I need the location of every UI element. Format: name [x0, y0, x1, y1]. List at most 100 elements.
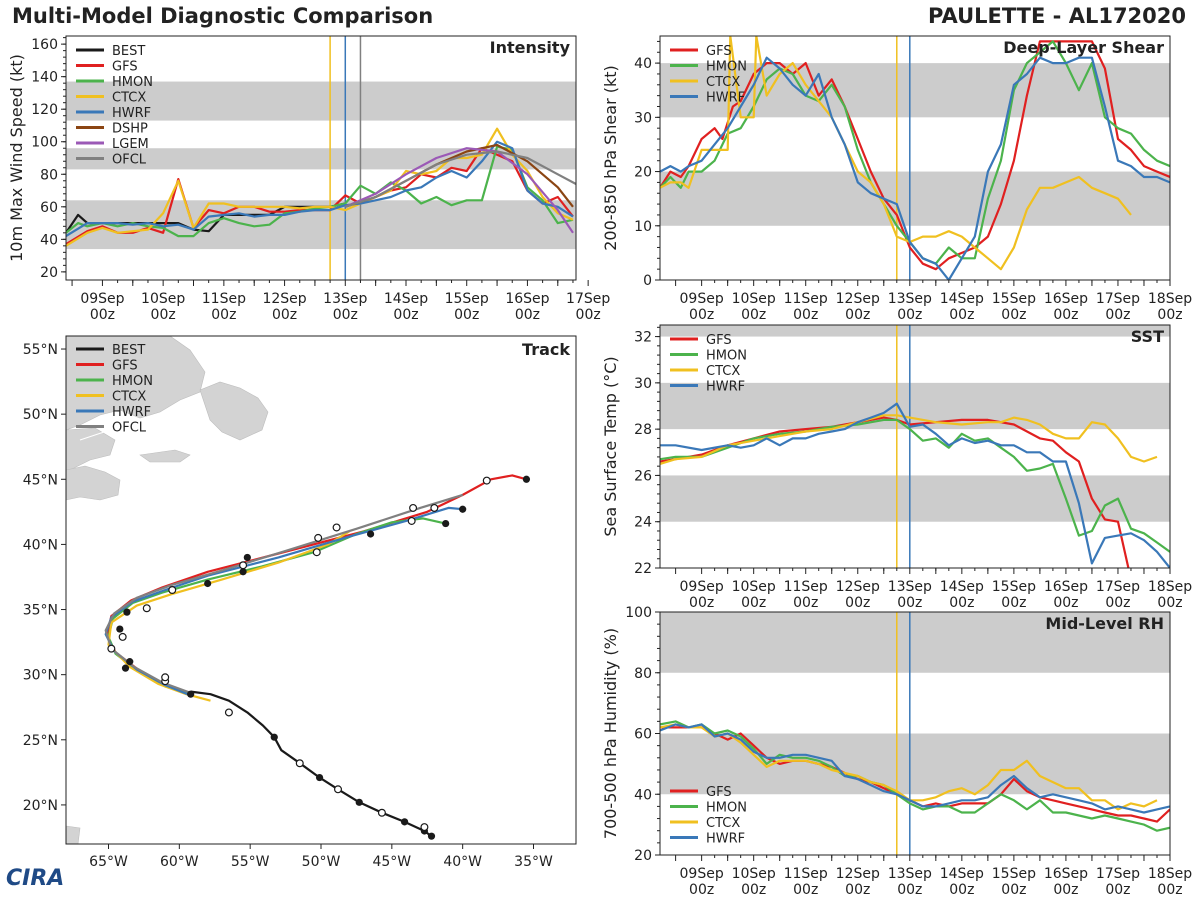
x-tick-label-date: 12Sep [836, 866, 880, 882]
panel-title: Intensity [490, 38, 571, 57]
x-tick-label-hour: 00z [454, 307, 479, 323]
x-tick-label-date: 14Sep [940, 866, 984, 882]
x-tick-label-date: 15Sep [992, 291, 1036, 307]
track-HMON [107, 517, 446, 696]
legend-label-CTCX: CTCX [706, 816, 740, 831]
track-marker-filled [427, 832, 436, 840]
y-tick-label: 100 [625, 605, 652, 621]
series-CTCX [66, 127, 574, 247]
x-tick-label: 60°W [160, 854, 199, 870]
panel-title: Track [522, 340, 570, 359]
track-marker-filled [459, 505, 467, 513]
x-tick-label-hour: 00z [1001, 595, 1026, 611]
x-tick-label-date: 12Sep [262, 291, 306, 307]
panel-sst: 22242628303209Sep00z10Sep00z11Sep00z12Se… [601, 324, 1192, 611]
x-tick-label-date: 09Sep [680, 866, 724, 882]
x-tick-label-date: 10Sep [732, 866, 776, 882]
legend-label-GFS: GFS [706, 785, 732, 800]
x-tick-label-date: 10Sep [732, 291, 776, 307]
y-tick-label: 20 [634, 165, 652, 181]
y-tick-label: 20 [634, 848, 652, 864]
y-tick-label: 28 [634, 422, 652, 438]
x-tick-label-date: 13Sep [323, 291, 367, 307]
y-tick-label: 30 [634, 110, 652, 126]
track-marker-filled [204, 579, 212, 588]
plot-area-rh [660, 612, 1170, 855]
x-tick-label-date: 13Sep [888, 291, 932, 307]
x-tick-label-hour: 00z [211, 307, 236, 323]
x-tick-label-hour: 00z [897, 882, 922, 898]
legend-label-OFCL: OFCL [112, 153, 147, 168]
track-HWRF [104, 506, 463, 697]
x-tick-label-date: 16Sep [1044, 866, 1088, 882]
x-tick-label-date: 13Sep [888, 579, 932, 595]
x-tick-label-hour: 00z [793, 595, 818, 611]
y-axis-label: 200-850 hPa Shear (kt) [601, 65, 620, 251]
x-tick-label-date: 11Sep [202, 291, 246, 307]
x-tick-label-date: 18Sep [1148, 866, 1192, 882]
track-marker-open [407, 516, 416, 525]
x-tick-label-date: 17Sep [1096, 579, 1140, 595]
figure-title: Multi-Model Diagnostic Comparison [12, 4, 434, 28]
legend-label-HMON: HMON [112, 75, 153, 90]
panel-title: SST [1131, 327, 1164, 346]
x-tick-label-date: 13Sep [888, 866, 932, 882]
x-tick-label-hour: 00z [741, 595, 766, 611]
x-tick-label-hour: 00z [897, 595, 922, 611]
x-tick-label-hour: 00z [689, 595, 714, 611]
y-tick-label: 32 [634, 330, 652, 346]
track-marker-filled [116, 625, 124, 633]
y-tick-label: 25°N [23, 733, 58, 749]
x-tick-label-date: 09Sep [680, 579, 724, 595]
track-marker-open [168, 585, 177, 594]
x-tick-label-hour: 00z [689, 882, 714, 898]
x-tick-label: 45°W [372, 854, 411, 870]
x-tick-label-date: 12Sep [836, 579, 880, 595]
x-tick-label-hour: 00z [1105, 307, 1130, 323]
x-tick-label-date: 14Sep [940, 291, 984, 307]
y-tick-label: 100 [31, 135, 58, 151]
y-tick-label: 40 [40, 232, 58, 248]
x-tick-label-date: 15Sep [992, 866, 1036, 882]
legend-label-CTCX: CTCX [706, 75, 740, 90]
y-tick-label: 120 [31, 102, 58, 118]
threshold-band [66, 81, 576, 121]
landmass [66, 465, 121, 501]
series-HWRF [660, 56, 1170, 280]
series-HMON [66, 145, 574, 238]
y-tick-label: 10 [634, 219, 652, 235]
panel-title: Mid-Level RH [1045, 614, 1164, 633]
x-tick-label-hour: 00z [90, 307, 115, 323]
x-tick-label-hour: 00z [1105, 595, 1130, 611]
landmass [139, 449, 191, 463]
track-marker-open [314, 533, 323, 542]
track-marker-open [295, 759, 304, 768]
x-tick-label-date: 15Sep [445, 291, 489, 307]
track-OFCL [104, 493, 464, 694]
x-tick-label: 40°W [443, 854, 482, 870]
x-tick-label-date: 16Sep [1044, 579, 1088, 595]
track-marker-filled [442, 519, 450, 528]
track-marker-filled [123, 608, 131, 616]
threshold-band [660, 612, 1170, 673]
border-line [79, 419, 166, 441]
plot-area-shear [660, 36, 1170, 280]
track-marker-open [430, 503, 439, 512]
track-marker-filled [400, 818, 409, 826]
series-GFS [660, 40, 1170, 271]
x-tick-label-hour: 00z [793, 307, 818, 323]
track-marker-filled [522, 475, 531, 483]
x-tick-label-date: 11Sep [784, 291, 828, 307]
legend-label-HMON: HMON [112, 374, 153, 389]
track-marker-open [107, 644, 116, 653]
track-marker-filled [366, 530, 375, 538]
track-marker-filled [315, 773, 324, 782]
plot-area-intensity [66, 36, 576, 280]
panel-intensity: 2040608010012014016009Sep00z10Sep00z11Se… [7, 35, 610, 323]
track-marker-open [420, 823, 429, 832]
series-HMON [660, 418, 1170, 553]
y-tick-label: 26 [634, 468, 652, 484]
legend-label-BEST: BEST [112, 44, 145, 59]
y-tick-label: 30 [634, 376, 652, 392]
x-tick-label-hour: 00z [949, 595, 974, 611]
